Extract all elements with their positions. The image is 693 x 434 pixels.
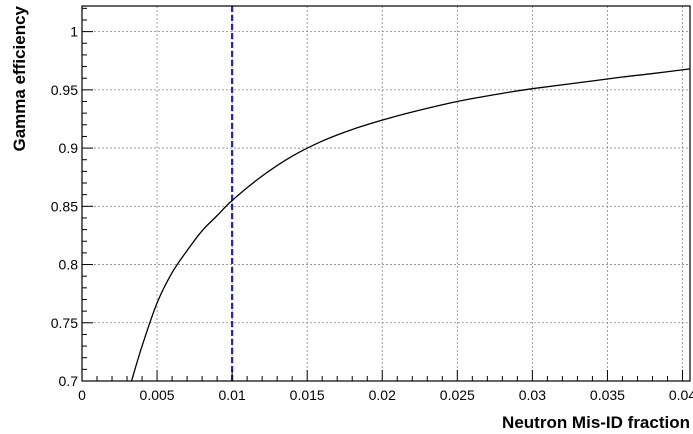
plot-frame — [81, 5, 691, 382]
y-tick-label: 0.95 — [51, 82, 78, 98]
x-tick-label: 0.035 — [590, 387, 625, 403]
x-tick-label: 0.01 — [218, 387, 245, 403]
y-tick-label: 0.9 — [59, 140, 79, 156]
x-tick-label: 0.025 — [440, 387, 475, 403]
series-line — [130, 68, 691, 382]
y-tick-label: 0.8 — [59, 257, 79, 273]
grid-lines — [82, 6, 690, 381]
series-layer — [130, 68, 691, 382]
y-tick-label: 0.7 — [59, 373, 79, 389]
x-tick-label: 0.02 — [369, 387, 396, 403]
y-tick-label: 0.85 — [51, 198, 78, 214]
x-tick-label: 0.04 — [669, 387, 693, 403]
y-tick-label: 1 — [70, 24, 78, 40]
y-tick-labels: 0.7 0.75 0.8 0.85 0.9 0.95 1 — [51, 24, 78, 389]
y-tick-label: 0.75 — [51, 315, 78, 331]
x-tick-label: 0 — [78, 387, 86, 403]
x-tick-label: 0.005 — [140, 387, 175, 403]
x-axis-title: Neutron Mis-ID fraction — [502, 413, 690, 432]
y-axis-title: Gamma efficiency — [10, 5, 29, 151]
x-tick-labels: 0 0.005 0.01 0.015 0.02 0.025 0.03 0.035 0.04 — [78, 387, 693, 403]
x-tick-label: 0.015 — [290, 387, 325, 403]
x-tick-label: 0.03 — [519, 387, 546, 403]
axis-ticks — [81, 7, 683, 382]
